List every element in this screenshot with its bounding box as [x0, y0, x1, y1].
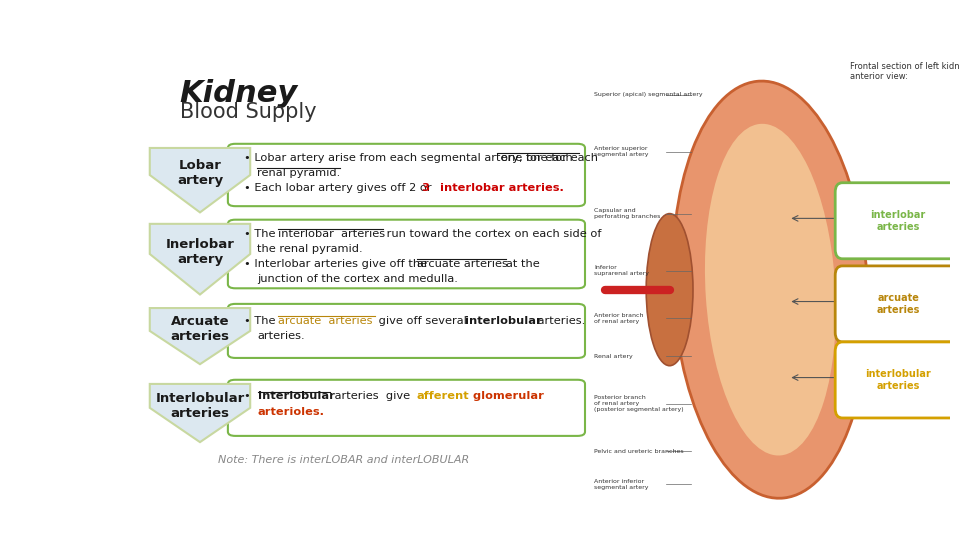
- Text: interlobar
arteries: interlobar arteries: [871, 210, 925, 232]
- Text: Superior (apical) segmental artery: Superior (apical) segmental artery: [594, 92, 703, 97]
- Text: at the: at the: [506, 259, 540, 269]
- Text: Renal artery: Renal artery: [594, 354, 633, 359]
- Text: Blood Supply: Blood Supply: [180, 102, 316, 122]
- Text: 3: 3: [421, 183, 429, 193]
- Text: Interlobular
arteries: Interlobular arteries: [156, 392, 245, 420]
- Text: one for each: one for each: [501, 153, 573, 163]
- Text: junction of the cortex and medulla.: junction of the cortex and medulla.: [257, 274, 458, 284]
- FancyBboxPatch shape: [228, 220, 585, 288]
- Text: •: •: [244, 392, 254, 401]
- Ellipse shape: [673, 81, 868, 498]
- Text: Pelvic and ureteric branches: Pelvic and ureteric branches: [594, 449, 684, 454]
- Text: • The: • The: [244, 315, 279, 326]
- Polygon shape: [150, 224, 251, 294]
- Ellipse shape: [646, 214, 693, 366]
- Text: interlobular: interlobular: [466, 315, 542, 326]
- Polygon shape: [150, 308, 251, 364]
- FancyBboxPatch shape: [835, 342, 957, 418]
- Text: give off several: give off several: [375, 315, 470, 326]
- Text: Anterior inferior
segmental artery: Anterior inferior segmental artery: [594, 479, 649, 490]
- Text: arcuate  arteries: arcuate arteries: [278, 315, 373, 326]
- Text: • Interlobar arteries give off the: • Interlobar arteries give off the: [244, 259, 431, 269]
- Text: Note: There is interLOBAR and interLOBULAR: Note: There is interLOBAR and interLOBUL…: [218, 455, 468, 465]
- Text: afferent: afferent: [417, 392, 469, 401]
- Text: the renal pyramid.: the renal pyramid.: [257, 244, 363, 254]
- Text: Inerlobar
artery: Inerlobar artery: [165, 238, 234, 266]
- Text: Inferior
suprarenal artery: Inferior suprarenal artery: [594, 265, 649, 276]
- Text: • The: • The: [244, 229, 279, 239]
- FancyBboxPatch shape: [228, 380, 585, 436]
- Text: Arcuate
arteries: Arcuate arteries: [171, 315, 229, 343]
- Text: arteries.: arteries.: [257, 332, 304, 341]
- Text: Interlobular: Interlobular: [257, 392, 334, 401]
- Text: interlobar arteries.: interlobar arteries.: [432, 183, 564, 193]
- Text: Posterior branch
of renal artery
(posterior segmental artery): Posterior branch of renal artery (poster…: [594, 395, 684, 412]
- Text: arterioles.: arterioles.: [257, 407, 324, 417]
- FancyBboxPatch shape: [835, 266, 957, 342]
- Text: Lobar
artery: Lobar artery: [177, 159, 223, 187]
- Text: glomerular: glomerular: [468, 392, 543, 401]
- FancyBboxPatch shape: [228, 144, 585, 206]
- Text: interlobular
arteries: interlobular arteries: [865, 369, 931, 391]
- Text: run toward the cortex on each side of: run toward the cortex on each side of: [383, 229, 601, 239]
- Text: interlobar  arteries: interlobar arteries: [278, 229, 386, 239]
- Text: Anterior branch
of renal artery: Anterior branch of renal artery: [594, 313, 643, 323]
- Polygon shape: [150, 148, 251, 212]
- Text: • Each lobar artery gives off 2 or: • Each lobar artery gives off 2 or: [244, 183, 436, 193]
- Ellipse shape: [705, 124, 836, 456]
- Text: arteries.: arteries.: [535, 315, 586, 326]
- Text: Frontal section of left kidney
anterior view:: Frontal section of left kidney anterior …: [850, 62, 960, 81]
- Text: arcuate arteries: arcuate arteries: [417, 259, 512, 269]
- Text: renal pyramid.: renal pyramid.: [257, 168, 340, 178]
- FancyBboxPatch shape: [835, 183, 957, 259]
- Text: arteries  give: arteries give: [331, 392, 414, 401]
- FancyBboxPatch shape: [228, 304, 585, 358]
- Text: Anterior superior
segmental artery: Anterior superior segmental artery: [594, 146, 649, 157]
- Text: arcuate
arteries: arcuate arteries: [876, 293, 920, 315]
- Text: • Lobar artery arise from each segmental artery, one for each: • Lobar artery arise from each segmental…: [244, 153, 598, 163]
- Text: Capsular and
perforating branches: Capsular and perforating branches: [594, 208, 660, 219]
- Polygon shape: [150, 384, 251, 442]
- Text: Kidney: Kidney: [180, 79, 298, 109]
